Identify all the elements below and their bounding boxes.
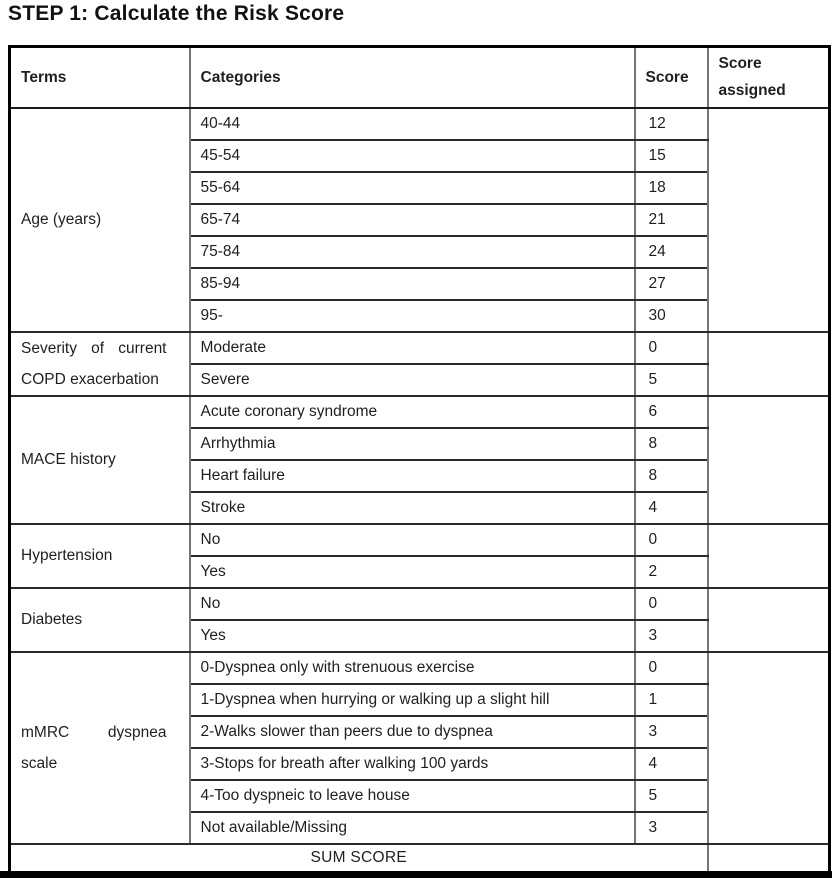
table-row: 3-Stops for breath after walking 100 yar… — [10, 746, 830, 781]
term-cell: MACE history — [8, 394, 191, 525]
category-cell: Moderate — [188, 330, 636, 365]
category-cell: Arrhythmia — [188, 426, 636, 461]
table-row: 45-54 15 — [10, 138, 830, 173]
table-row: 2-Walks slower than peers due to dyspnea… — [10, 714, 830, 749]
table-row: Arrhythmia 8 — [10, 426, 830, 461]
term-cell: Severity of current COPD exacerbation — [8, 330, 191, 397]
score-cell: 4 — [633, 746, 709, 781]
sum-score-row: SUM SCORE — [8, 842, 831, 874]
col-header-score-assigned: Score assigned — [706, 45, 831, 109]
category-cell: Severe — [188, 362, 636, 397]
score-cell: 27 — [633, 266, 709, 301]
score-assigned-cell — [706, 106, 831, 333]
table-row: 95- 30 — [10, 298, 830, 333]
category-cell: 4-Too dyspneic to leave house — [188, 778, 636, 813]
category-cell: No — [188, 586, 636, 621]
table-row: mMRC dyspnea scale 0-Dyspnea only with st… — [8, 650, 831, 845]
score-cell: 1 — [633, 682, 709, 717]
table-row: Diabetes No 0 — [8, 586, 831, 653]
sum-score-value-cell — [706, 842, 831, 874]
score-cell: 0 — [633, 650, 709, 685]
col-header-score: Score — [633, 45, 709, 109]
score-cell: 0 — [633, 330, 709, 365]
table-row: Hypertension No 0 — [8, 522, 831, 589]
col-header-terms: Terms — [8, 45, 191, 109]
table-row: Yes 3 — [10, 618, 830, 653]
score-cell: 5 — [633, 778, 709, 813]
category-cell: 45-54 — [188, 138, 636, 173]
table-row: 75-84 24 — [10, 234, 830, 269]
category-cell: Yes — [188, 554, 636, 589]
score-assigned-cell — [706, 650, 831, 845]
score-cell: 12 — [633, 106, 709, 141]
score-cell: 6 — [633, 394, 709, 429]
table-row: Stroke 4 — [10, 490, 830, 525]
score-assigned-cell — [706, 394, 831, 525]
score-cell: 3 — [633, 810, 709, 845]
category-cell: Stroke — [188, 490, 636, 525]
score-cell: 30 — [633, 298, 709, 333]
col-header-categories: Categories — [188, 45, 636, 109]
category-cell: Yes — [188, 618, 636, 653]
table-row: Heart failure 8 — [10, 458, 830, 493]
category-cell: Acute coronary syndrome — [188, 394, 636, 429]
table-row: 4-Too dyspneic to leave house 5 — [10, 778, 830, 813]
category-cell: 95- — [188, 298, 636, 333]
term-cell: mMRC dyspnea scale — [8, 650, 191, 845]
term-cell: Diabetes — [8, 586, 191, 653]
score-cell: 2 — [633, 554, 709, 589]
table-row: Not available/Missing 3 — [10, 810, 830, 845]
table-row: 1-Dyspnea when hurrying or walking up a … — [10, 682, 830, 717]
category-cell: Heart failure — [188, 458, 636, 493]
term-cell: Hypertension — [8, 522, 191, 589]
category-cell: 2-Walks slower than peers due to dyspnea — [188, 714, 636, 749]
table-row: Severity of current COPD exacerbation Mod… — [8, 330, 831, 397]
category-cell: 0-Dyspnea only with strenuous exercise — [188, 650, 636, 685]
table-row: Yes 2 — [10, 554, 830, 589]
score-cell: 0 — [633, 586, 709, 621]
score-cell: 3 — [633, 714, 709, 749]
score-assigned-cell — [706, 330, 831, 397]
category-cell: 55-64 — [188, 170, 636, 205]
category-cell: 40-44 — [188, 106, 636, 141]
score-cell: 5 — [633, 362, 709, 397]
score-cell: 24 — [633, 234, 709, 269]
table-row: Age (years) 40-44 12 — [8, 106, 831, 333]
header-row: Terms Categories Score Score assigned — [8, 45, 831, 109]
category-cell: Not available/Missing — [188, 810, 636, 845]
score-cell: 3 — [633, 618, 709, 653]
category-cell: 85-94 — [188, 266, 636, 301]
term-cell: Age (years) — [8, 106, 191, 333]
category-cell: 65-74 — [188, 202, 636, 237]
score-cell: 8 — [633, 426, 709, 461]
table-row: 85-94 27 — [10, 266, 830, 301]
score-cell: 15 — [633, 138, 709, 173]
table-row: Severe 5 — [10, 362, 830, 397]
category-cell: 3-Stops for breath after walking 100 yar… — [188, 746, 636, 781]
table-row: MACE history Acute coronary syndrome 6 — [8, 394, 831, 525]
page-title: STEP 1: Calculate the Risk Score — [8, 2, 345, 25]
table-row: 65-74 21 — [10, 202, 830, 237]
category-cell: 1-Dyspnea when hurrying or walking up a … — [188, 682, 636, 717]
score-assigned-cell — [706, 522, 831, 589]
category-cell: 75-84 — [188, 234, 636, 269]
score-cell: 21 — [633, 202, 709, 237]
score-cell: 8 — [633, 458, 709, 493]
score-cell: 4 — [633, 490, 709, 525]
bottom-rule — [0, 871, 832, 878]
score-cell: 18 — [633, 170, 709, 205]
category-cell: No — [188, 522, 636, 557]
sum-score-label: SUM SCORE — [8, 842, 709, 874]
score-cell: 0 — [633, 522, 709, 557]
risk-score-table: Terms Categories Score Score assigned Ag… — [8, 45, 831, 874]
table-row: 55-64 18 — [10, 170, 830, 205]
score-assigned-cell — [706, 586, 831, 653]
